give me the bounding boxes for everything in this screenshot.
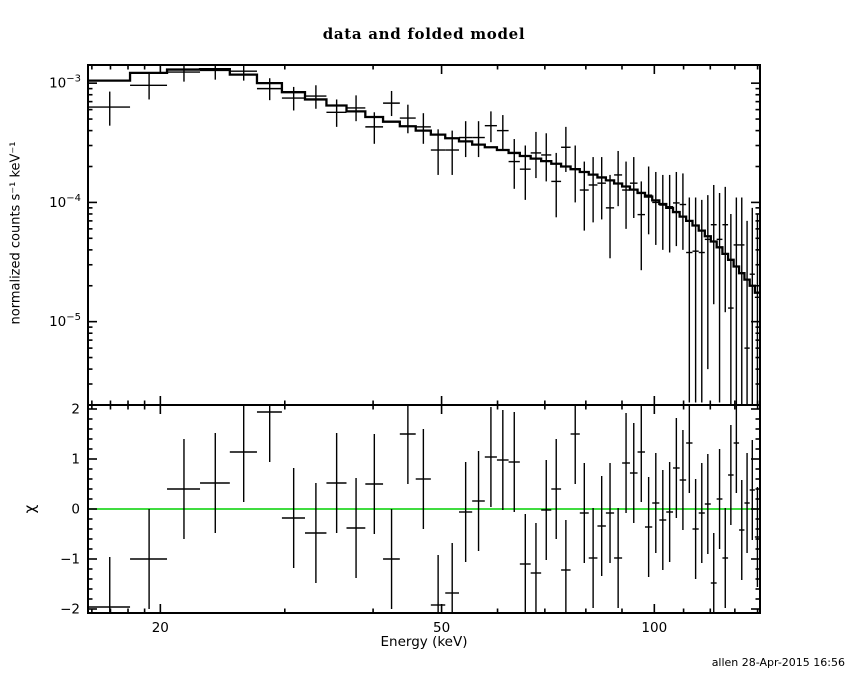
chi-residual-errorbars (88, 405, 760, 613)
svg-text:10−5: 10−5 (49, 312, 81, 330)
bottom-panel-frame (87, 404, 761, 614)
svg-text:50: 50 (433, 620, 450, 636)
svg-text:10−4: 10−4 (49, 193, 81, 211)
svg-text:20: 20 (152, 620, 169, 636)
plot-footer-timestamp: allen 28-Apr-2015 16:56 (711, 656, 845, 669)
axis-tick-labels: 20 50 100 10−3 10−4 10−5 2 1 0 −1 −2 (49, 74, 667, 636)
x-axis-label-energy: Energy (keV) (380, 634, 468, 650)
svg-text:2: 2 (71, 402, 80, 418)
axis-ticks (88, 65, 760, 613)
svg-text:10−3: 10−3 (49, 74, 81, 92)
svg-text:0: 0 (71, 502, 80, 518)
svg-text:100: 100 (641, 620, 667, 636)
svg-text:−1: −1 (60, 552, 80, 568)
plot-title: data and folded model (322, 25, 526, 43)
spectrum-data-errorbars (88, 65, 760, 405)
svg-text:1: 1 (71, 452, 80, 468)
svg-text:−2: −2 (60, 602, 80, 618)
folded-model-line (88, 68, 760, 294)
